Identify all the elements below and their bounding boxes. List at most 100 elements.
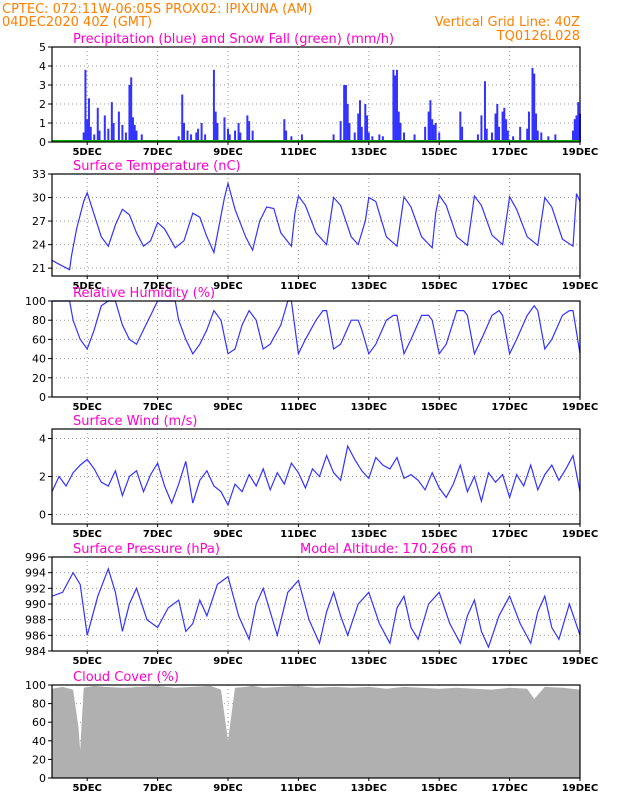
x-tick-label: 19DEC: [562, 529, 598, 540]
y-tick-label: 2: [39, 471, 46, 484]
precip-bar: [93, 134, 96, 142]
x-tick-label: 5DEC: [72, 529, 101, 540]
precip-bar: [344, 85, 347, 142]
precip-bar: [212, 69, 215, 142]
panel-5: Surface Pressure (hPa) Model Altitude: 17…: [25, 542, 598, 667]
x-tick-label: 19DEC: [562, 281, 598, 292]
precip-bar: [483, 81, 486, 142]
precip-bar: [366, 115, 369, 142]
precip-bar: [434, 123, 437, 142]
precip-bar: [535, 113, 537, 142]
precip-bar: [234, 130, 237, 142]
panel-3: Relative Humidity (%) 0 20 40 60 80 100 5DEC 7DE…: [25, 286, 598, 413]
precip-bar: [394, 75, 397, 142]
precip-bar: [346, 104, 349, 142]
precip-bar: [527, 111, 530, 142]
precip-bar: [348, 123, 351, 142]
precip-bar: [339, 121, 342, 142]
precip-bar: [190, 134, 193, 142]
x-tick-label: 19DEC: [562, 147, 598, 158]
y-tick-label: 27: [32, 215, 46, 228]
x-tick-label: 9DEC: [213, 281, 242, 292]
y-tick-label: 992: [25, 582, 46, 595]
x-tick-label: 15DEC: [421, 147, 457, 158]
precip-bar: [283, 119, 286, 142]
precip-bar: [501, 111, 504, 142]
precip-bar: [239, 132, 242, 142]
header-code: TQ0126L028: [496, 29, 580, 44]
precip-bar: [536, 130, 539, 142]
x-tick-label: 17DEC: [491, 281, 527, 292]
precip-bar: [573, 119, 576, 142]
x-tick-label: 7DEC: [143, 281, 172, 292]
x-tick-label: 19DEC: [562, 783, 598, 794]
precip-bar: [505, 119, 508, 142]
y-tick-label: 4: [39, 60, 46, 73]
precip-bar: [360, 126, 363, 142]
x-tick-label: 11DEC: [280, 529, 316, 540]
panel-title: Relative Humidity (%): [73, 286, 215, 301]
panel-4: Surface Wind (m/s) 0 2 4 5DEC 7DEC 9DEC 11DEC 13…: [39, 414, 598, 540]
precip-bar: [503, 107, 506, 142]
x-tick-label: 13DEC: [351, 656, 387, 667]
precip-bar: [237, 123, 240, 142]
precip-bar: [228, 134, 231, 142]
series-line: [52, 300, 581, 356]
precip-bar: [135, 130, 138, 142]
precip-bar: [200, 123, 203, 142]
precip-bar: [98, 130, 101, 142]
precip-bar: [571, 130, 574, 142]
precip-bar: [124, 132, 127, 142]
y-tick-label: 40: [32, 735, 46, 748]
y-tick-label: 21: [32, 262, 46, 275]
precip-bar: [364, 104, 367, 142]
x-tick-label: 7DEC: [143, 529, 172, 540]
precip-bar: [431, 119, 434, 142]
precip-bar: [128, 85, 131, 142]
header-line2: 04DEC2020 40Z (GMT): [2, 15, 152, 30]
precip-bar: [117, 111, 120, 142]
precip-bar: [381, 136, 384, 142]
y-tick-label: 80: [32, 314, 46, 327]
precip-bar: [512, 136, 515, 142]
x-tick-label: 17DEC: [491, 656, 527, 667]
x-tick-label: 9DEC: [213, 402, 242, 413]
precip-bar: [107, 128, 110, 142]
precip-bar: [177, 136, 180, 142]
precip-bar: [84, 69, 87, 142]
precip-bar: [251, 130, 254, 142]
series-line: [51, 181, 581, 271]
precip-bar: [332, 134, 335, 142]
y-tick-label: 80: [32, 698, 46, 711]
precip-bar: [140, 134, 143, 142]
precip-bar: [89, 126, 92, 142]
y-tick-label: 4: [39, 433, 46, 446]
precip-bar: [246, 115, 249, 142]
y-tick-label: 1: [39, 117, 46, 130]
x-tick-label: 13DEC: [351, 402, 387, 413]
x-tick-label: 17DEC: [491, 402, 527, 413]
precip-bar: [96, 107, 99, 142]
precip-bar: [554, 134, 557, 142]
y-tick-label: 990: [25, 598, 46, 611]
panel-annotation: Model Altitude: 170.266 m: [300, 542, 473, 557]
x-tick-label: 19DEC: [562, 656, 598, 667]
precip-bar: [392, 69, 395, 142]
header-grid-note: Vertical Grid Line: 40Z: [435, 15, 580, 30]
x-tick-label: 15DEC: [421, 529, 457, 540]
precip-bar: [133, 124, 136, 142]
precip-bar: [186, 130, 189, 142]
y-tick-label: 0: [39, 509, 46, 522]
precip-bar: [494, 113, 497, 142]
x-tick-label: 11DEC: [280, 783, 316, 794]
x-tick-label: 11DEC: [280, 402, 316, 413]
x-tick-label: 13DEC: [351, 529, 387, 540]
precip-bar: [429, 100, 432, 142]
precip-bar: [519, 126, 522, 142]
precip-bar: [491, 132, 493, 142]
precip-bar: [506, 130, 509, 142]
precip-bar: [214, 111, 217, 142]
precip-bar: [290, 136, 293, 142]
precip-bar: [496, 104, 499, 142]
